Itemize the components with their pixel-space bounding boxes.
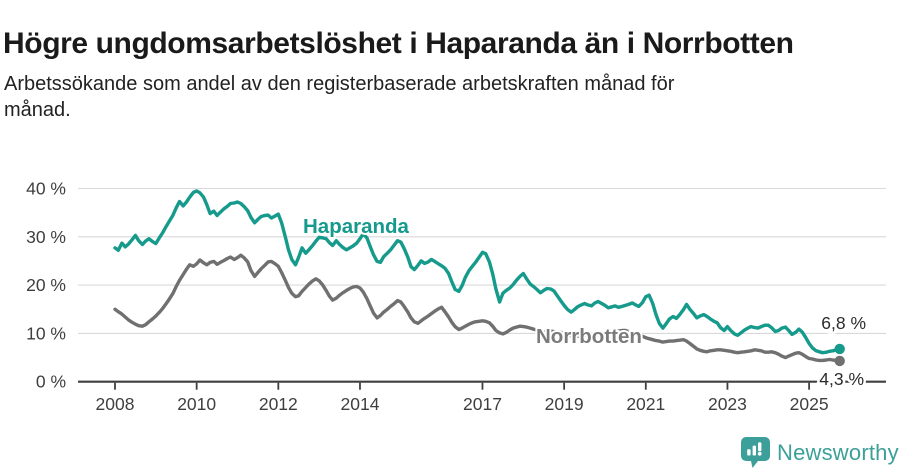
x-axis-label: 2025 (790, 394, 829, 414)
y-axis-label: 0 % (36, 372, 66, 392)
y-axis-label: 10 % (26, 323, 66, 343)
newsworthy-logo[interactable]: Newsworthy (741, 437, 899, 468)
end-value-label-haparanda: 6,8 % (821, 313, 866, 333)
x-axis-label: 2017 (463, 394, 502, 414)
x-axis-label: 2023 (708, 394, 747, 414)
x-axis-label: 2010 (177, 394, 216, 414)
end-value-label-norrbotten: 4,3 % (819, 369, 864, 389)
exclamation-bar (758, 442, 762, 452)
series-line-haparanda (113, 189, 842, 355)
newsworthy-icon (741, 437, 770, 468)
bar-glyph-short (747, 449, 751, 456)
chart-subtitle-line2: månad. (4, 99, 71, 121)
x-axis-label: 2019 (545, 394, 584, 414)
y-axis-label: 30 % (26, 227, 66, 247)
brand-name: Newsworthy (777, 439, 899, 465)
x-axis-label: 2008 (96, 394, 135, 414)
page-title: Högre ungdomsarbetslöshet i Haparanda än… (3, 27, 794, 61)
x-axis-label: 2014 (341, 394, 380, 414)
x-axis-label: 2021 (626, 394, 665, 414)
y-axis-label: 40 % (26, 179, 66, 199)
end-dot-norrbotten (834, 355, 845, 367)
exclamation-dot (757, 451, 762, 456)
x-axis-label: 2012 (259, 394, 298, 414)
y-axis-label: 20 % (26, 275, 66, 295)
series-label-norrbotten: Norrbotten (536, 325, 642, 348)
series-label-haparanda: Haparanda (303, 215, 410, 238)
end-dot-haparanda (834, 343, 845, 355)
chart-subtitle: Arbetssökande som andel av den registerb… (4, 71, 674, 123)
chart-subtitle-line1: Arbetssökande som andel av den registerb… (4, 73, 675, 95)
series-line-norrbotten (113, 253, 842, 363)
bar-glyph-tall (752, 445, 756, 456)
